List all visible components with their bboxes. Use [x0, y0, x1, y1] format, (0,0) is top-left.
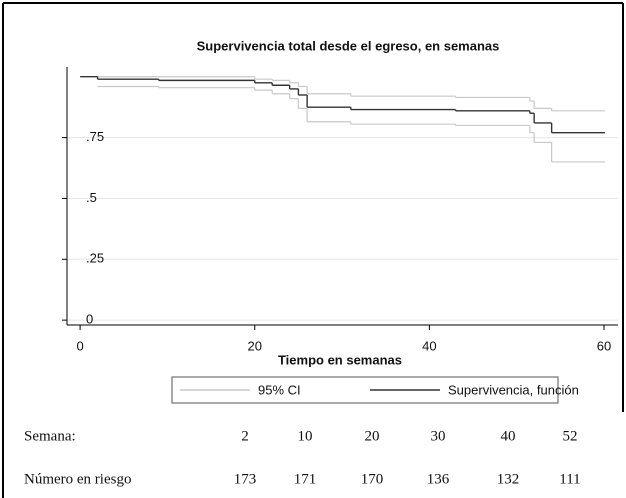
table-cell: 52	[563, 428, 578, 444]
table-cell: 20	[365, 428, 380, 444]
y-tick-label: 0	[86, 312, 93, 327]
table-cell: 132	[497, 471, 520, 487]
x-tick-label: 20	[248, 338, 262, 353]
x-tick-label: 40	[422, 338, 436, 353]
x-axis-label: Tiempo en semanas	[278, 352, 402, 367]
table-cell: 40	[501, 428, 516, 444]
x-tick-label: 60	[597, 338, 611, 353]
table-cell: 171	[294, 471, 317, 487]
y-tick-label: .5	[86, 190, 97, 205]
legend-label: Supervivencia, función	[448, 382, 579, 397]
table-cell: 2	[241, 428, 249, 444]
table-cell: 173	[234, 471, 257, 487]
legend-label: 95% CI	[258, 382, 301, 397]
y-tick-label: .25	[86, 251, 104, 266]
table-cell: 111	[559, 471, 580, 487]
table-cell: 30	[431, 428, 446, 444]
table-cell: 170	[361, 471, 384, 487]
table-cell: 10	[298, 428, 313, 444]
row-label: Número en riesgo	[24, 471, 131, 487]
y-tick-label: .75	[86, 129, 104, 144]
row-label: Semana:	[24, 428, 76, 444]
chart-title: Supervivencia total desde el egreso, en …	[197, 38, 500, 53]
x-tick-label: 0	[76, 338, 83, 353]
table-cell: 136	[427, 471, 450, 487]
